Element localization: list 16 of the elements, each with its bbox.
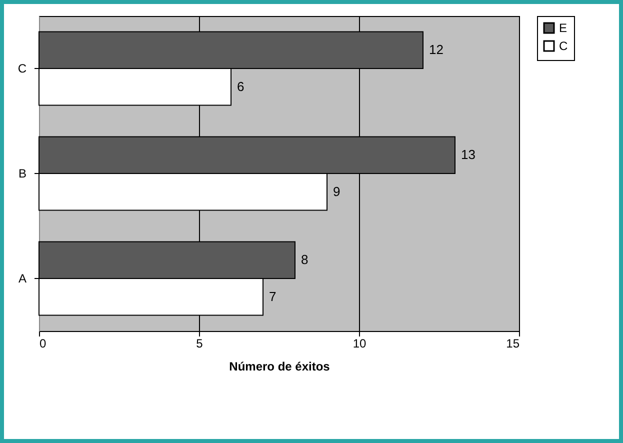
y-tick-label: C: [18, 62, 27, 76]
legend-label: E: [559, 21, 568, 35]
x-tick-label: 15: [506, 336, 520, 350]
data-label: 6: [237, 78, 244, 94]
y-tick-label: B: [18, 166, 26, 180]
y-tick-label: A: [18, 272, 26, 286]
x-tick-label: 5: [196, 336, 204, 350]
data-label: 9: [333, 184, 340, 199]
x-tick-label: 10: [352, 336, 366, 350]
data-label: 13: [461, 147, 476, 162]
data-label: 8: [301, 252, 308, 268]
x-axis-title: Número de éxitos: [229, 360, 330, 374]
data-label: 7: [269, 288, 276, 304]
data-label: 12: [429, 42, 444, 58]
x-tick-label: 0: [40, 336, 46, 350]
legend-label: C: [559, 39, 568, 53]
